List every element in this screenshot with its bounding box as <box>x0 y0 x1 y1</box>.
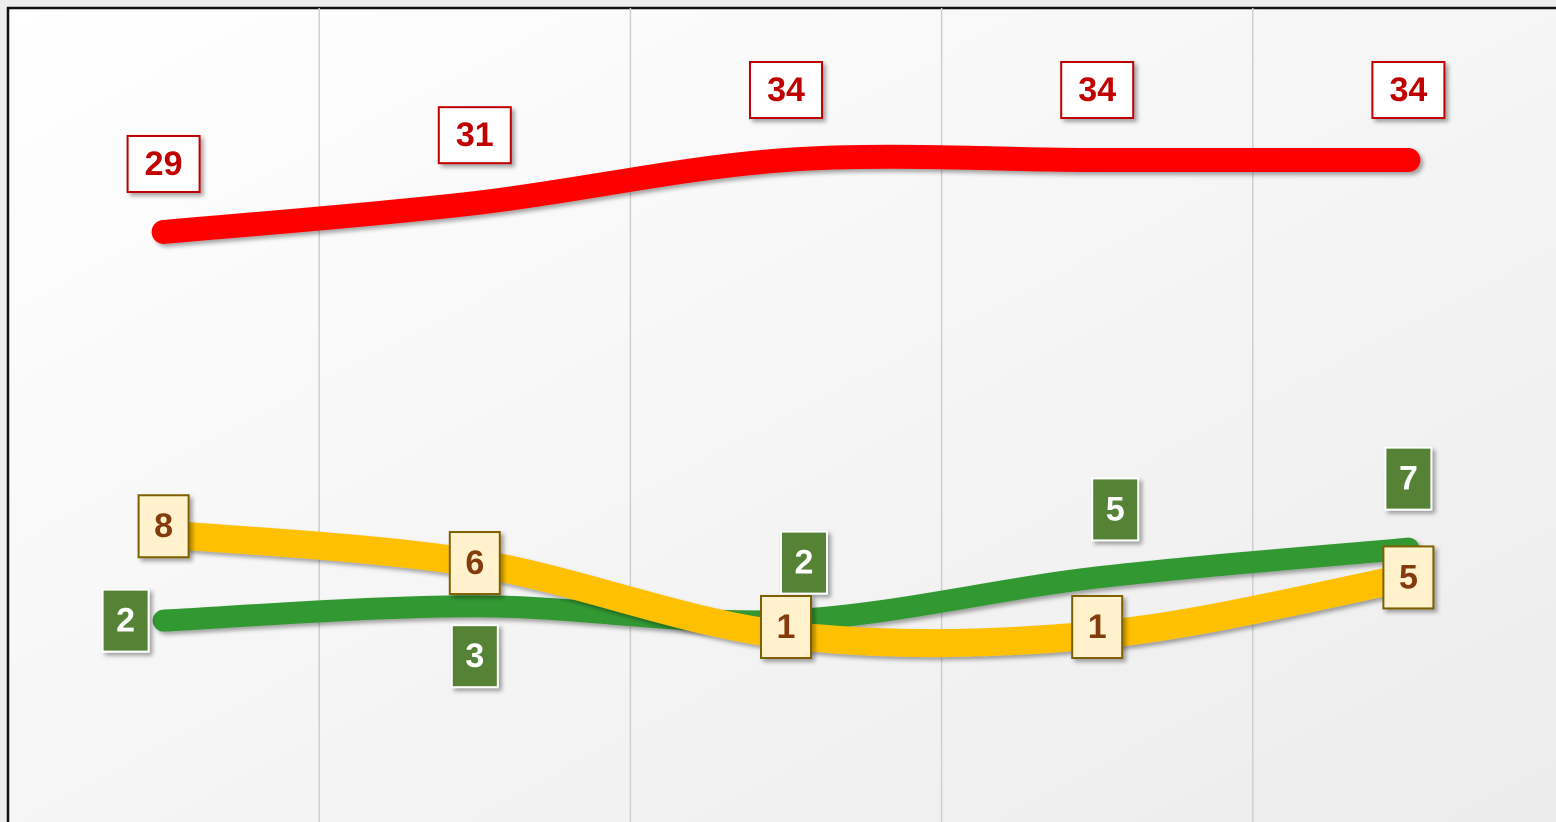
data-label: 2 <box>795 544 814 582</box>
data-label-box <box>760 595 812 659</box>
data-label-box <box>1060 61 1135 119</box>
data-label-box <box>1384 446 1433 511</box>
plot-frame <box>6 6 1556 822</box>
data-label-box <box>780 530 828 595</box>
plot-area <box>8 8 1556 822</box>
data-label-box <box>437 106 512 165</box>
data-label: 29 <box>145 145 183 183</box>
data-label-box <box>450 624 499 689</box>
data-label: 7 <box>1399 460 1418 498</box>
data-label: 2 <box>116 602 135 640</box>
data-label-box <box>1382 545 1435 610</box>
data-label: 5 <box>1399 558 1418 596</box>
data-label: 34 <box>1078 71 1116 109</box>
data-label-box <box>749 61 823 119</box>
data-label-box <box>137 494 190 559</box>
series-line <box>151 144 1421 244</box>
data-label: 34 <box>767 71 805 109</box>
data-label: 6 <box>465 544 484 582</box>
data-label: 31 <box>456 116 494 154</box>
data-label-box <box>126 134 201 193</box>
data-label-box <box>1071 595 1124 659</box>
data-label: 1 <box>777 608 796 646</box>
data-label: 3 <box>465 637 484 675</box>
data-label: 1 <box>1088 608 1107 646</box>
data-label: 5 <box>1106 490 1125 528</box>
data-label-box <box>448 531 501 596</box>
data-label-box <box>1371 61 1446 119</box>
data-label: 34 <box>1389 71 1427 109</box>
data-label-box <box>101 588 150 653</box>
data-label-box <box>1091 477 1140 542</box>
data-label: 8 <box>154 507 173 545</box>
